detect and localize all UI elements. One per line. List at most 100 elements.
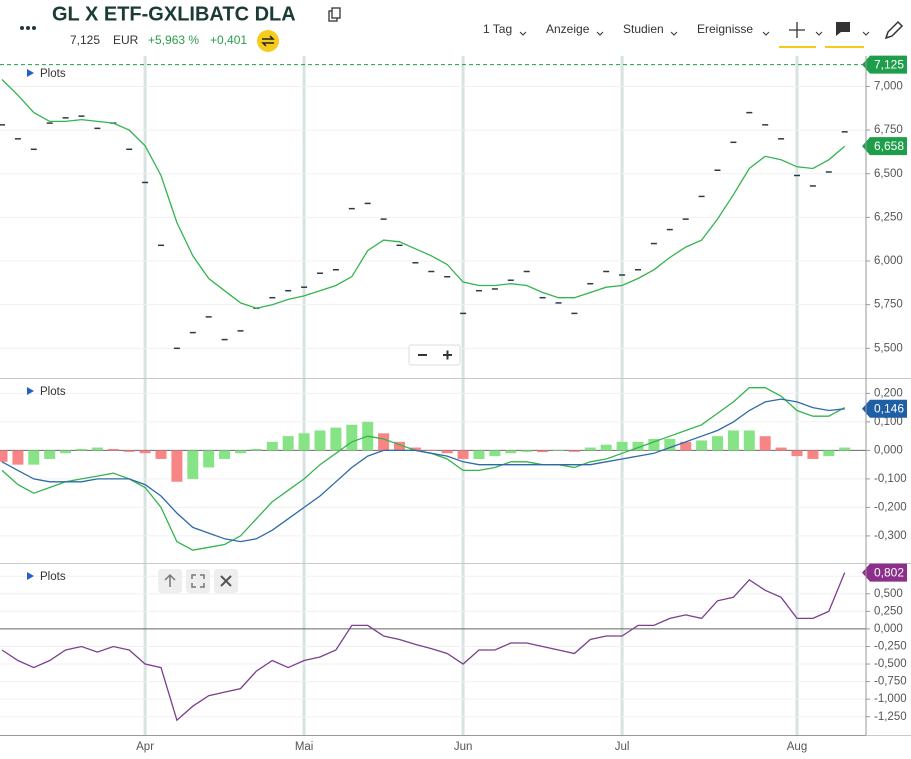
histogram-bar xyxy=(330,427,342,451)
histogram-bar xyxy=(12,450,24,465)
series-line xyxy=(1,387,846,551)
pane-marker xyxy=(27,572,34,580)
histogram-bar xyxy=(187,450,199,479)
y-tick-label: 0,000 xyxy=(874,623,903,635)
histogram-bar xyxy=(648,439,660,451)
histogram-bar xyxy=(664,439,676,451)
histogram-bar xyxy=(171,450,183,482)
y-tick-label: 5,750 xyxy=(874,299,903,311)
copy-icon[interactable] xyxy=(328,7,341,22)
histogram-bar xyxy=(282,436,294,451)
histogram-bar xyxy=(696,440,708,451)
zoom-box xyxy=(408,344,461,366)
toolbar-item[interactable]: Ereignisse xyxy=(697,22,753,36)
histogram-bar xyxy=(759,436,771,451)
series-line xyxy=(1,79,846,309)
toolbar-item[interactable]: Anzeige xyxy=(546,22,590,36)
histogram-bar xyxy=(314,430,326,451)
value-tag-label: 6,658 xyxy=(874,139,904,153)
chevron xyxy=(762,31,770,36)
histogram-bar xyxy=(839,447,851,451)
y-tick-label: 0,000 xyxy=(874,444,903,456)
chevron xyxy=(519,31,527,36)
x-tick-label: Mai xyxy=(295,741,314,753)
histogram-bar xyxy=(489,450,501,457)
histogram-bar xyxy=(616,441,628,451)
value-tag xyxy=(862,399,907,418)
histogram-bar xyxy=(346,424,358,451)
value-tag-label: 7,125 xyxy=(874,57,904,71)
value-tag xyxy=(862,563,907,582)
histogram-bar xyxy=(378,433,390,451)
histogram-bar xyxy=(441,450,453,454)
x-tick-label: Aug xyxy=(787,741,807,753)
series-line xyxy=(1,398,845,543)
histogram-bar xyxy=(775,447,787,451)
histogram-bar xyxy=(203,450,215,468)
y-tick-label: -1,250 xyxy=(874,711,907,723)
y-tick-label: -0,100 xyxy=(874,473,907,485)
histogram-bar xyxy=(155,450,167,459)
histogram-bar xyxy=(712,436,723,451)
histogram-bar xyxy=(107,448,119,451)
histogram-bar xyxy=(600,444,612,451)
histogram-bar xyxy=(457,450,469,459)
header: GL X ETF-GXLIBATC DLA 7,125 EUR +5,963 %… xyxy=(20,3,341,52)
pencil-tool[interactable] xyxy=(884,20,904,40)
y-tick-label: 6,000 xyxy=(874,255,903,267)
histogram-bar xyxy=(505,450,517,454)
y-tick-label: 0,250 xyxy=(874,605,903,617)
pane-label: Plots xyxy=(40,68,66,80)
y-tick-label: -0,750 xyxy=(874,676,907,688)
histogram-bar xyxy=(235,450,246,454)
chevron xyxy=(596,31,604,36)
pane-marker xyxy=(27,387,34,395)
menu-dots[interactable] xyxy=(20,26,36,30)
y-tick-label: -0,300 xyxy=(874,530,907,542)
y-tick-label: -0,500 xyxy=(874,658,907,670)
change-abs: +0,401 xyxy=(210,33,247,47)
y-tick-label: 6,750 xyxy=(874,124,903,136)
histogram-bar xyxy=(727,430,739,451)
histogram-bar xyxy=(521,450,533,452)
value-tag xyxy=(862,55,907,74)
histogram-bar xyxy=(743,430,755,451)
currency: EUR xyxy=(113,33,139,47)
price: 7,125 xyxy=(70,33,100,47)
pane-marker xyxy=(27,69,34,77)
histogram-bar xyxy=(537,450,549,453)
histogram-bar xyxy=(823,450,835,457)
x-tick-label: Apr xyxy=(136,741,154,753)
histogram-bar xyxy=(632,441,644,451)
flag-tool[interactable] xyxy=(825,22,870,48)
y-tick-label: 7,000 xyxy=(874,80,903,92)
histogram-bar xyxy=(123,450,135,452)
y-tick-label: 0,200 xyxy=(874,387,903,399)
toolbar-item[interactable]: Studien xyxy=(623,22,664,36)
value-tag xyxy=(862,137,907,156)
y-tick-label: 5,500 xyxy=(874,342,903,354)
histogram-bar xyxy=(139,450,151,454)
histogram-bar xyxy=(44,450,56,459)
histogram-bar xyxy=(680,441,692,451)
histogram-bar xyxy=(568,450,580,452)
y-tick-label: 0,100 xyxy=(874,416,903,428)
y-tick-label: 6,250 xyxy=(874,211,903,223)
x-tick-label: Jun xyxy=(454,741,473,753)
histogram-bar xyxy=(394,441,405,451)
histogram-bar xyxy=(28,450,40,465)
zoom-in[interactable] xyxy=(443,350,452,360)
y-tick-label: 0,500 xyxy=(874,588,903,600)
histogram-bar xyxy=(791,450,803,457)
toolbar-item[interactable]: 1 Tag xyxy=(483,22,512,36)
toolbar: 1 Tag Anzeige Studien Ereignisse xyxy=(483,20,904,48)
histogram-bar xyxy=(298,433,310,451)
crosshair-tool[interactable] xyxy=(779,22,823,48)
maximize-button[interactable] xyxy=(186,569,210,593)
histogram-bar xyxy=(584,447,596,451)
histogram-bar xyxy=(425,449,437,451)
swap-button[interactable] xyxy=(257,30,279,52)
histogram-bar xyxy=(60,450,72,454)
histogram-bar xyxy=(409,447,421,451)
